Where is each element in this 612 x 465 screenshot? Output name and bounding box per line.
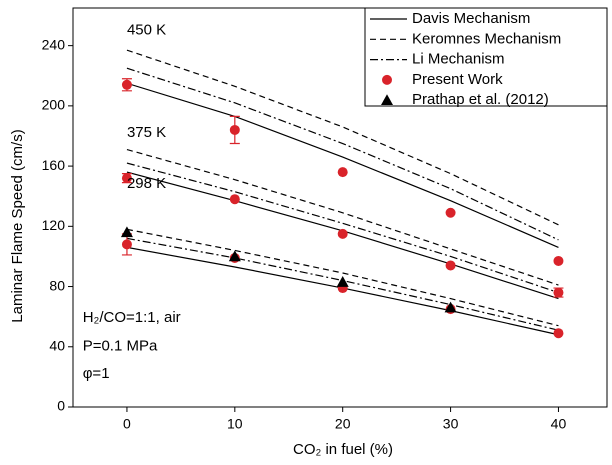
y-tick-label: 240 bbox=[42, 36, 66, 52]
legend-swatch bbox=[381, 94, 393, 105]
condition-note: H₂/CO=1:1, air bbox=[83, 309, 181, 326]
y-tick-label: 200 bbox=[42, 97, 66, 113]
point bbox=[120, 226, 133, 238]
point bbox=[553, 255, 564, 266]
curve bbox=[126, 49, 559, 226]
point bbox=[553, 328, 564, 339]
y-axis-label: Laminar Flame Speed (cm/s) bbox=[9, 129, 26, 322]
curve bbox=[126, 67, 559, 241]
y-tick-label: 120 bbox=[42, 217, 66, 233]
point bbox=[444, 301, 457, 313]
point bbox=[553, 287, 564, 298]
x-tick-label: 20 bbox=[335, 416, 351, 432]
point bbox=[121, 79, 132, 90]
point bbox=[337, 167, 348, 178]
point bbox=[445, 260, 456, 271]
curve bbox=[126, 82, 559, 248]
condition-note: φ=1 bbox=[83, 365, 110, 382]
condition-note: P=0.1 MPa bbox=[83, 338, 158, 355]
point bbox=[229, 194, 240, 205]
x-tick-label: 30 bbox=[443, 416, 459, 432]
legend-label: Davis Mechanism bbox=[412, 10, 530, 27]
x-tick-label: 10 bbox=[227, 416, 243, 432]
y-tick-label: 80 bbox=[49, 277, 65, 293]
point bbox=[445, 207, 456, 218]
point bbox=[121, 173, 132, 184]
y-tick-label: 160 bbox=[42, 157, 66, 173]
curve bbox=[126, 228, 559, 327]
legend-box bbox=[364, 7, 608, 107]
x-axis-label: CO₂ in fuel (%) bbox=[293, 441, 393, 458]
temperature-label: 375 K bbox=[127, 124, 166, 141]
plot-frame bbox=[72, 7, 608, 408]
point bbox=[228, 250, 241, 262]
legend-label: Li Mechanism bbox=[412, 51, 505, 68]
x-tick-label: 40 bbox=[551, 416, 567, 432]
legend-swatch bbox=[382, 74, 392, 85]
y-tick-label: 40 bbox=[49, 337, 65, 353]
x-tick-label: 0 bbox=[123, 416, 131, 432]
point bbox=[337, 228, 348, 239]
temperature-label: 450 K bbox=[127, 22, 166, 39]
point bbox=[229, 124, 240, 135]
legend-label: Prathap et al. (2012) bbox=[412, 91, 549, 108]
curve bbox=[126, 162, 559, 294]
legend-label: Present Work bbox=[412, 71, 503, 88]
point bbox=[336, 276, 349, 287]
legend-label: Keromnes Mechanism bbox=[412, 30, 561, 47]
curve bbox=[126, 148, 559, 286]
point bbox=[121, 239, 132, 250]
temperature-label: 298 K bbox=[127, 175, 166, 192]
y-tick-label: 0 bbox=[57, 398, 65, 414]
